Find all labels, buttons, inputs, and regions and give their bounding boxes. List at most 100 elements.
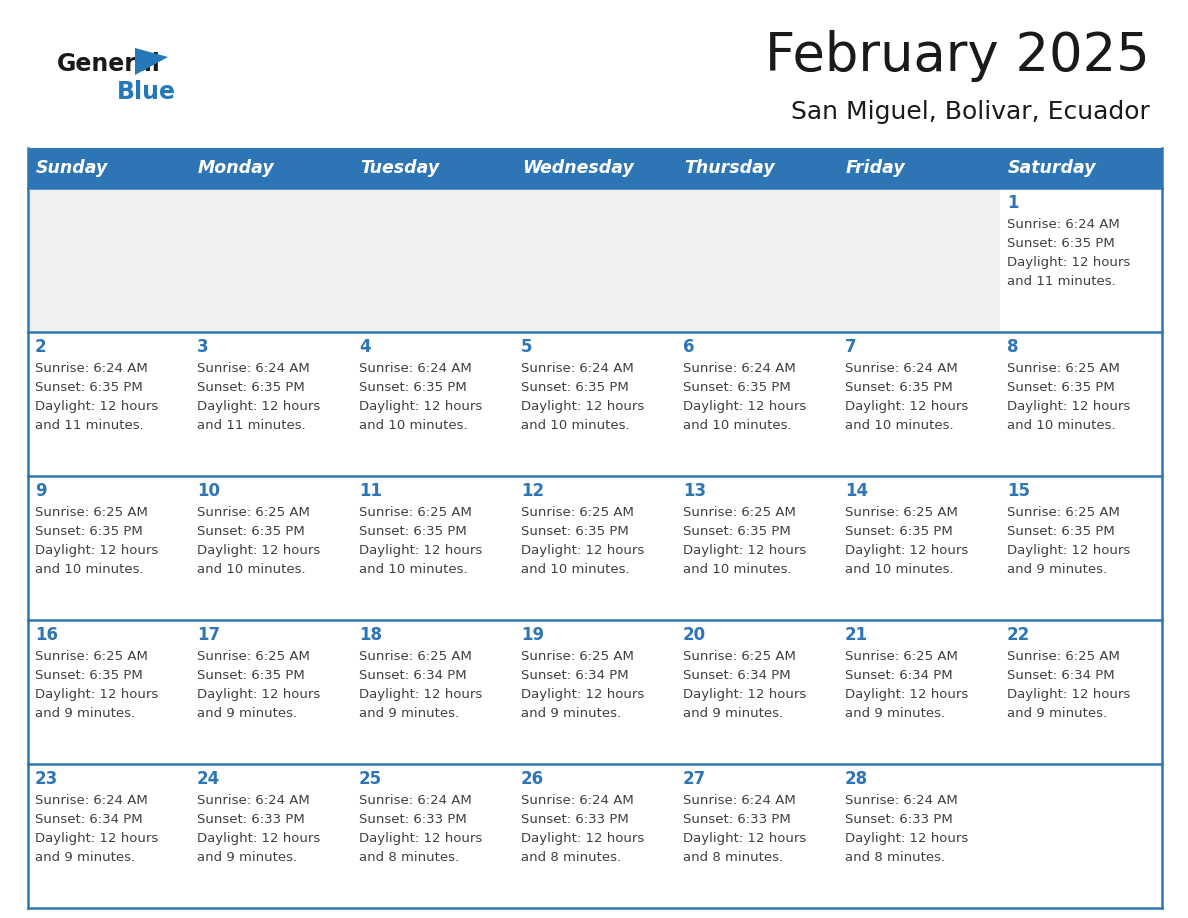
Text: Sunset: 6:33 PM: Sunset: 6:33 PM	[359, 813, 467, 826]
Text: Daylight: 12 hours: Daylight: 12 hours	[197, 544, 321, 557]
Text: Daylight: 12 hours: Daylight: 12 hours	[34, 400, 158, 413]
Text: Sunrise: 6:25 AM: Sunrise: 6:25 AM	[683, 650, 796, 663]
Text: Daylight: 12 hours: Daylight: 12 hours	[1007, 400, 1130, 413]
Text: Daylight: 12 hours: Daylight: 12 hours	[845, 544, 968, 557]
Text: Sunrise: 6:25 AM: Sunrise: 6:25 AM	[197, 650, 310, 663]
Text: 24: 24	[197, 770, 220, 788]
Text: Sunrise: 6:25 AM: Sunrise: 6:25 AM	[359, 650, 472, 663]
Text: Daylight: 12 hours: Daylight: 12 hours	[522, 688, 644, 701]
Text: 27: 27	[683, 770, 706, 788]
Text: Sunrise: 6:24 AM: Sunrise: 6:24 AM	[197, 794, 310, 807]
Bar	[29, 620, 1162, 764]
Text: Daylight: 12 hours: Daylight: 12 hours	[34, 544, 158, 557]
Text: Sunrise: 6:24 AM: Sunrise: 6:24 AM	[522, 794, 633, 807]
Text: 5: 5	[522, 338, 532, 356]
Text: Sunset: 6:35 PM: Sunset: 6:35 PM	[522, 381, 628, 394]
Text: and 11 minutes.: and 11 minutes.	[1007, 275, 1116, 288]
Bar	[29, 332, 1162, 476]
Text: Sunset: 6:35 PM: Sunset: 6:35 PM	[845, 525, 953, 538]
Text: 10: 10	[197, 482, 220, 500]
Text: Sunset: 6:35 PM: Sunset: 6:35 PM	[359, 525, 467, 538]
Text: Monday: Monday	[198, 159, 274, 177]
Text: 9: 9	[34, 482, 46, 500]
Text: Sunset: 6:35 PM: Sunset: 6:35 PM	[34, 669, 143, 682]
Text: 2: 2	[34, 338, 46, 356]
Text: Sunrise: 6:24 AM: Sunrise: 6:24 AM	[1007, 218, 1120, 231]
Text: Daylight: 12 hours: Daylight: 12 hours	[683, 832, 807, 845]
Text: Sunrise: 6:25 AM: Sunrise: 6:25 AM	[197, 506, 310, 519]
Text: 23: 23	[34, 770, 58, 788]
Text: Sunset: 6:35 PM: Sunset: 6:35 PM	[1007, 525, 1114, 538]
Text: Sunset: 6:33 PM: Sunset: 6:33 PM	[522, 813, 628, 826]
Text: Daylight: 12 hours: Daylight: 12 hours	[522, 832, 644, 845]
Text: 6: 6	[683, 338, 695, 356]
Text: and 10 minutes.: and 10 minutes.	[522, 419, 630, 432]
Text: Daylight: 12 hours: Daylight: 12 hours	[197, 688, 321, 701]
Text: 15: 15	[1007, 482, 1030, 500]
Text: Daylight: 12 hours: Daylight: 12 hours	[683, 400, 807, 413]
Text: Sunrise: 6:24 AM: Sunrise: 6:24 AM	[845, 794, 958, 807]
Text: Sunrise: 6:24 AM: Sunrise: 6:24 AM	[34, 362, 147, 375]
Text: February 2025: February 2025	[765, 30, 1150, 82]
Text: Sunset: 6:35 PM: Sunset: 6:35 PM	[197, 525, 305, 538]
Text: Sunset: 6:35 PM: Sunset: 6:35 PM	[34, 525, 143, 538]
Text: Sunset: 6:35 PM: Sunset: 6:35 PM	[683, 525, 791, 538]
Text: Sunset: 6:35 PM: Sunset: 6:35 PM	[845, 381, 953, 394]
Text: Daylight: 12 hours: Daylight: 12 hours	[359, 688, 482, 701]
Text: Friday: Friday	[846, 159, 905, 177]
Text: 3: 3	[197, 338, 209, 356]
Text: Daylight: 12 hours: Daylight: 12 hours	[522, 544, 644, 557]
Text: Sunrise: 6:24 AM: Sunrise: 6:24 AM	[359, 362, 472, 375]
Bar	[29, 188, 1162, 332]
Text: Thursday: Thursday	[684, 159, 775, 177]
Text: 28: 28	[845, 770, 868, 788]
Text: Sunset: 6:33 PM: Sunset: 6:33 PM	[683, 813, 791, 826]
Text: and 10 minutes.: and 10 minutes.	[359, 563, 468, 576]
Text: Daylight: 12 hours: Daylight: 12 hours	[683, 688, 807, 701]
Text: Sunday: Sunday	[36, 159, 108, 177]
Text: Sunrise: 6:25 AM: Sunrise: 6:25 AM	[1007, 650, 1120, 663]
Text: 7: 7	[845, 338, 857, 356]
Text: 12: 12	[522, 482, 544, 500]
Text: and 10 minutes.: and 10 minutes.	[359, 419, 468, 432]
Text: Daylight: 12 hours: Daylight: 12 hours	[359, 400, 482, 413]
Text: and 10 minutes.: and 10 minutes.	[845, 419, 954, 432]
Text: 20: 20	[683, 626, 706, 644]
Text: Sunrise: 6:24 AM: Sunrise: 6:24 AM	[359, 794, 472, 807]
Text: and 9 minutes.: and 9 minutes.	[1007, 563, 1107, 576]
Text: and 8 minutes.: and 8 minutes.	[845, 851, 946, 864]
Text: and 10 minutes.: and 10 minutes.	[683, 419, 791, 432]
Text: Sunset: 6:34 PM: Sunset: 6:34 PM	[683, 669, 791, 682]
Bar	[29, 764, 1162, 908]
Text: Sunset: 6:34 PM: Sunset: 6:34 PM	[522, 669, 628, 682]
Text: and 8 minutes.: and 8 minutes.	[359, 851, 459, 864]
Text: Daylight: 12 hours: Daylight: 12 hours	[1007, 544, 1130, 557]
Text: Sunset: 6:35 PM: Sunset: 6:35 PM	[34, 381, 143, 394]
Text: and 9 minutes.: and 9 minutes.	[197, 707, 297, 720]
Bar	[29, 148, 1162, 188]
Text: Sunrise: 6:25 AM: Sunrise: 6:25 AM	[845, 506, 958, 519]
Text: and 11 minutes.: and 11 minutes.	[34, 419, 144, 432]
Text: Sunset: 6:35 PM: Sunset: 6:35 PM	[197, 381, 305, 394]
Text: and 10 minutes.: and 10 minutes.	[1007, 419, 1116, 432]
Text: Sunrise: 6:25 AM: Sunrise: 6:25 AM	[1007, 506, 1120, 519]
Text: 21: 21	[845, 626, 868, 644]
Text: and 11 minutes.: and 11 minutes.	[197, 419, 305, 432]
Text: Daylight: 12 hours: Daylight: 12 hours	[359, 832, 482, 845]
Text: and 9 minutes.: and 9 minutes.	[522, 707, 621, 720]
Text: Sunrise: 6:24 AM: Sunrise: 6:24 AM	[683, 362, 796, 375]
Text: Sunrise: 6:24 AM: Sunrise: 6:24 AM	[522, 362, 633, 375]
Text: 17: 17	[197, 626, 220, 644]
Text: Sunset: 6:34 PM: Sunset: 6:34 PM	[1007, 669, 1114, 682]
Text: Daylight: 12 hours: Daylight: 12 hours	[1007, 256, 1130, 269]
Text: 13: 13	[683, 482, 706, 500]
Text: Daylight: 12 hours: Daylight: 12 hours	[1007, 688, 1130, 701]
Text: Sunset: 6:35 PM: Sunset: 6:35 PM	[1007, 381, 1114, 394]
Text: Sunset: 6:33 PM: Sunset: 6:33 PM	[845, 813, 953, 826]
Bar	[1000, 188, 1162, 332]
Text: Daylight: 12 hours: Daylight: 12 hours	[845, 832, 968, 845]
Text: Daylight: 12 hours: Daylight: 12 hours	[197, 400, 321, 413]
Bar	[29, 476, 1162, 620]
Text: Sunset: 6:35 PM: Sunset: 6:35 PM	[197, 669, 305, 682]
Text: General: General	[57, 52, 160, 76]
